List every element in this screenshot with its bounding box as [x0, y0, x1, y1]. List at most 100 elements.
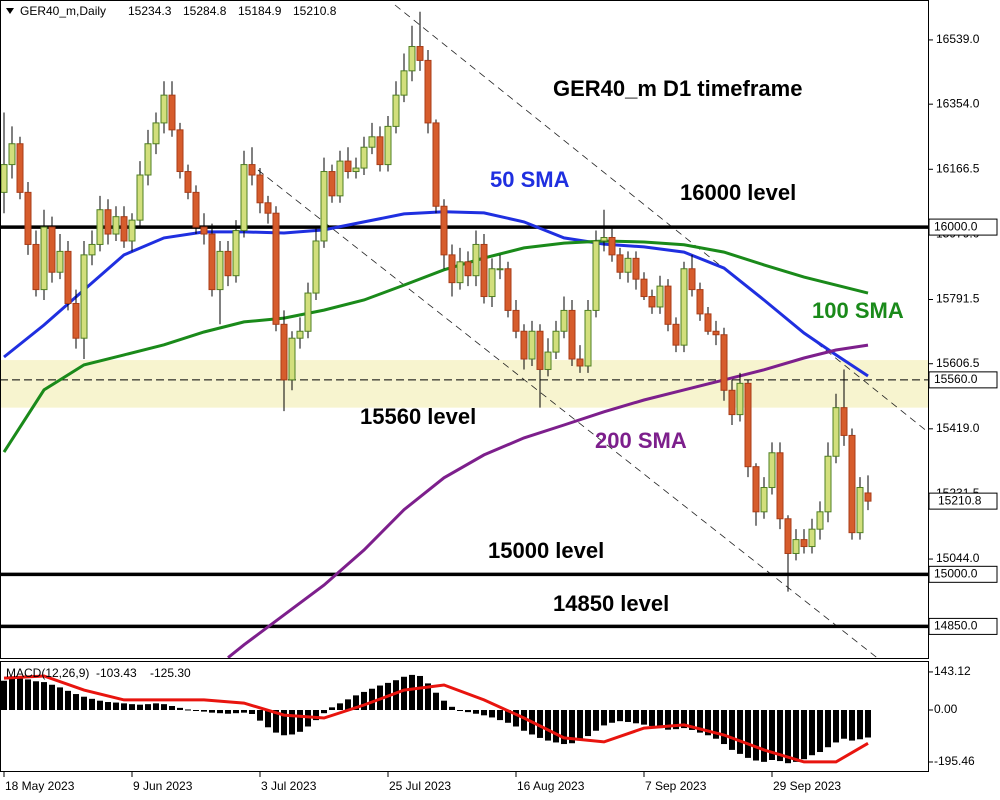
candle-body	[288, 337, 296, 381]
macd-bar	[153, 703, 159, 711]
candle-body	[608, 237, 616, 256]
macd-bar	[297, 710, 303, 732]
sma-label: 50 SMA	[490, 167, 570, 192]
macd-bar	[25, 679, 31, 711]
x-tick-label: 3 Jul 2023	[261, 779, 317, 793]
candle-body	[512, 309, 520, 332]
macd-bar	[257, 710, 263, 721]
candle-body	[856, 487, 864, 534]
candle-body	[832, 407, 840, 457]
overlay: GER40_m D1 timeframe 50 SMA 100 SMA 200 SMA…	[3, 32, 998, 793]
macd-bar	[393, 680, 399, 711]
macd-bar	[809, 710, 815, 756]
macd-bar	[753, 710, 759, 761]
macd-bar	[601, 710, 607, 726]
candle-body	[208, 233, 216, 291]
candle-body	[592, 240, 600, 311]
candle-body	[168, 94, 176, 131]
macd-bar	[145, 704, 151, 711]
macd-bar	[585, 710, 591, 737]
candle-body	[560, 309, 568, 332]
candle-body	[704, 313, 712, 332]
candle-body	[712, 330, 720, 336]
price-tag-label: 15210.8	[938, 493, 982, 507]
candle-body	[696, 289, 704, 315]
macd-bar	[225, 710, 231, 714]
x-tick-label: 7 Sep 2023	[645, 779, 707, 793]
macd-bar	[329, 707, 335, 711]
macd-bar	[705, 710, 711, 736]
macd-bar	[9, 678, 15, 711]
macd-bar	[449, 706, 455, 711]
candle-body	[384, 125, 392, 166]
macd-bar	[345, 699, 351, 711]
macd-bar	[17, 678, 23, 711]
macd-bar	[457, 710, 463, 712]
sma-line	[227, 343, 869, 658]
macd-bar	[57, 687, 63, 711]
candle-body	[24, 191, 32, 245]
macd-bar	[353, 695, 359, 711]
macd-bar	[761, 710, 767, 762]
macd-bar	[161, 704, 167, 711]
candle-body	[688, 268, 696, 291]
macd-bar	[89, 698, 95, 711]
candle-body	[144, 143, 152, 176]
candle-body	[392, 94, 400, 127]
macd-bar	[489, 710, 495, 718]
y-tick-label: 15419.0	[936, 421, 980, 435]
candle-body	[656, 285, 664, 308]
macd-bar	[401, 676, 407, 711]
macd-bar	[657, 710, 663, 729]
candle-body	[304, 292, 312, 332]
support-zone	[0, 360, 928, 408]
candle-body	[736, 382, 744, 416]
x-tick-label: 16 Aug 2023	[517, 779, 585, 793]
candle-body	[640, 278, 648, 298]
macd-bar	[745, 710, 751, 758]
candle-body	[64, 250, 72, 304]
candle-body	[848, 434, 856, 534]
macd-bar	[185, 709, 191, 711]
macd-bar	[633, 710, 639, 724]
candle-body	[200, 226, 208, 235]
sma-label: 200 SMA	[595, 428, 687, 453]
macd-bar	[177, 707, 183, 711]
level-annotation: 14850 level	[553, 591, 669, 616]
macd-bar	[737, 710, 743, 754]
candle-body	[360, 146, 368, 169]
macd-bar	[361, 691, 367, 711]
macd-bar	[289, 710, 295, 735]
macd-bar	[521, 710, 527, 731]
signal-value: -125.30	[150, 666, 191, 680]
candle-body	[16, 143, 24, 193]
candle-body	[232, 230, 240, 277]
macd-bar	[577, 710, 583, 741]
candle-body	[48, 226, 56, 273]
macd-frame	[0, 661, 929, 772]
macd-bar	[697, 710, 703, 733]
macd-bar	[649, 710, 655, 726]
candle-body	[760, 487, 768, 513]
candle-body	[616, 254, 624, 273]
candle-body	[488, 268, 496, 298]
candle-body	[792, 539, 800, 554]
macd-bar	[417, 675, 423, 711]
candle-body	[136, 174, 144, 221]
sma-label: 100 SMA	[812, 298, 904, 323]
candle-body	[632, 257, 640, 280]
macd-bar	[817, 710, 823, 753]
candle-body	[416, 46, 424, 61]
macd-bar	[825, 710, 831, 748]
candle-body	[448, 254, 456, 284]
macd-bar	[713, 710, 719, 739]
candle-body	[328, 171, 336, 197]
macd-bar	[249, 710, 255, 714]
macd-bar	[441, 700, 447, 711]
candle-body	[368, 136, 376, 148]
candle-body	[96, 209, 104, 245]
y-tick-label: 16166.5	[936, 161, 980, 175]
macd-bar	[201, 710, 207, 712]
candle-body	[336, 160, 344, 197]
